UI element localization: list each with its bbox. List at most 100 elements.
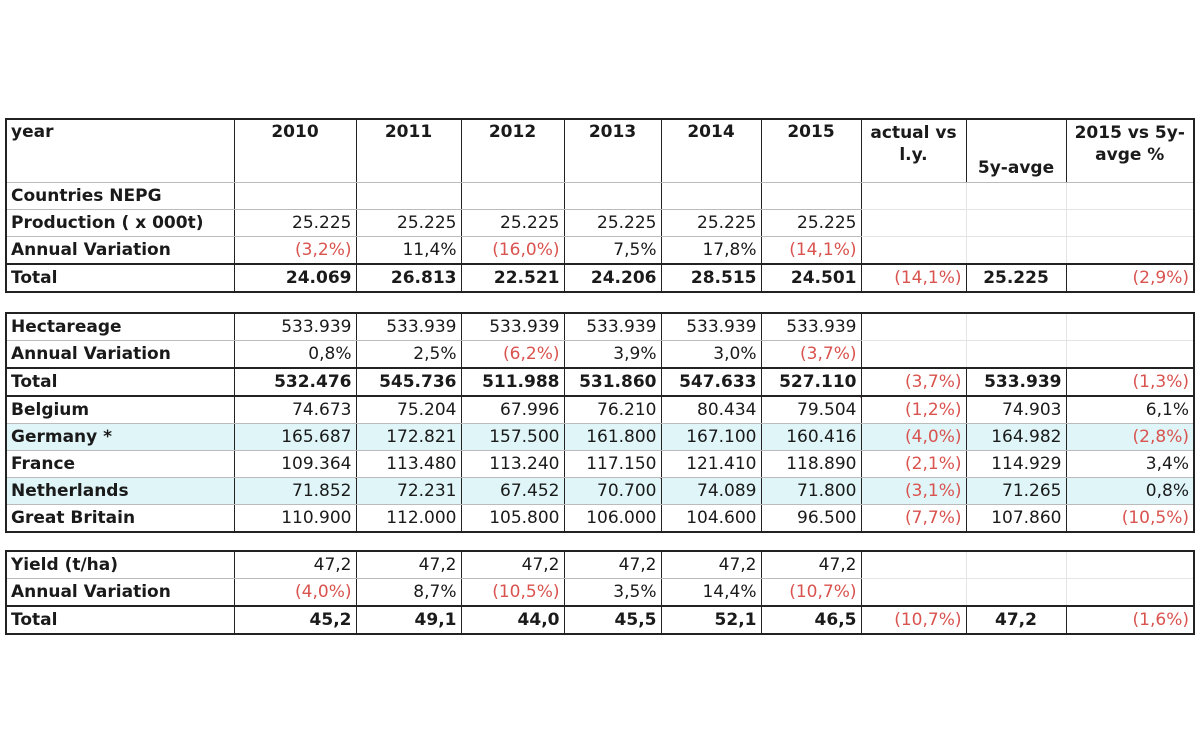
- cell-value: 47,2: [760, 550, 862, 579]
- cell-value: 531.860: [563, 367, 662, 397]
- row-label: Belgium: [5, 395, 235, 424]
- cell-value: 121.410: [660, 450, 762, 478]
- cell-value: 26.813: [355, 263, 462, 293]
- cell-value: 165.687: [233, 423, 357, 451]
- cell-value: 3,0%: [660, 340, 762, 369]
- cell-value: 49,1: [355, 605, 462, 635]
- header-2015-vs-5y: 2015 vs 5y-avge %: [1065, 118, 1195, 183]
- cell-value: 46,5: [760, 605, 862, 635]
- header-2015-vs-5y-line2: avge %: [1095, 145, 1165, 165]
- cell-actual-vs-ly: (14,1%): [860, 263, 967, 293]
- cell-value: 25.225: [355, 209, 462, 237]
- cell-value: 76.210: [563, 395, 662, 424]
- row-label: Hectareage: [5, 312, 235, 341]
- table-row-hectareage: Hectareage 533.939 533.939 533.939 533.9…: [5, 312, 1195, 341]
- cell-value: 161.800: [563, 423, 662, 451]
- cell-5y-avg: 74.903: [965, 395, 1067, 424]
- cell-value: 24.069: [233, 263, 357, 293]
- cell-value: 112.000: [355, 504, 462, 533]
- row-label: Annual Variation: [5, 340, 235, 369]
- cell-value: 533.939: [460, 312, 565, 341]
- cell-value: (6,2%): [460, 340, 565, 369]
- cell-value: 547.633: [660, 367, 762, 397]
- cell-value: 28.515: [660, 263, 762, 293]
- cell-value: 47,2: [563, 550, 662, 579]
- row-label: Total: [5, 605, 235, 635]
- row-label: Annual Variation: [5, 236, 235, 265]
- cell-value: 0,8%: [233, 340, 357, 369]
- cell-value: 532.476: [233, 367, 357, 397]
- cell-value: 533.939: [355, 312, 462, 341]
- cell-value: 109.364: [233, 450, 357, 478]
- cell-5y-avg: 107.860: [965, 504, 1067, 533]
- yield-table: Yield (t/ha) 47,2 47,2 47,2 47,2 47,2 47…: [5, 550, 1195, 635]
- cell-value: 74.089: [660, 477, 762, 505]
- cell-value: 511.988: [460, 367, 565, 397]
- cell-value: 45,5: [563, 605, 662, 635]
- cell-value-with-comment-marker[interactable]: 70.700: [563, 477, 662, 505]
- cell-value: 67.996: [460, 395, 565, 424]
- cell-value: 74.673: [233, 395, 357, 424]
- table-row-yield-total: Total 45,2 49,1 44,0 45,5 52,1 46,5 (10,…: [5, 605, 1195, 635]
- row-label: Great Britain: [5, 504, 235, 533]
- table-row-production-total: Total 24.069 26.813 22.521 24.206 28.515…: [5, 263, 1195, 293]
- cell-value: 96.500: [760, 504, 862, 533]
- table-row-netherlands: Netherlands 71.852 72.231 67.452 70.700 …: [5, 477, 1195, 505]
- cell-value: 72.231: [355, 477, 462, 505]
- cell-value-with-comment-marker[interactable]: 71.852: [233, 477, 357, 505]
- cell-5y-avg: 114.929: [965, 450, 1067, 478]
- header-year-label: year: [5, 118, 235, 183]
- cell-value: 45,2: [233, 605, 357, 635]
- cell-value: 22.521: [460, 263, 565, 293]
- cell-value-with-comment-marker[interactable]: 79.504: [760, 395, 862, 424]
- cell-vs-5y: (2,9%): [1065, 263, 1195, 293]
- table-row-production-variation: Annual Variation (3,2%) 11,4% (16,0%) 7,…: [5, 236, 1195, 265]
- cell-value: 117.150: [563, 450, 662, 478]
- cell-value: 533.939: [760, 312, 862, 341]
- cell-actual-vs-ly: (3,1%): [860, 477, 967, 505]
- cell-value: 3,5%: [563, 578, 662, 607]
- cell-5y-avg: 533.939: [965, 367, 1067, 397]
- cell-vs-5y: (2,8%): [1065, 423, 1195, 451]
- table-row-germany: Germany * 165.687 172.821 157.500 161.80…: [5, 423, 1195, 451]
- cell-value: (4,0%): [233, 578, 357, 607]
- cell-value: 47,2: [233, 550, 357, 579]
- cell-value: 24.206: [563, 263, 662, 293]
- cell-vs-5y: 6,1%: [1065, 395, 1195, 424]
- cell-actual-vs-ly: (7,7%): [860, 504, 967, 533]
- header-actual-vs-ly: actual vs l.y.: [860, 118, 967, 183]
- row-label: Annual Variation: [5, 578, 235, 607]
- cell-value: 157.500: [460, 423, 565, 451]
- cell-value: (14,1%): [760, 236, 862, 265]
- cell-value: 11,4%: [355, 236, 462, 265]
- cell-vs-5y: 3,4%: [1065, 450, 1195, 478]
- cell-value: 25.225: [660, 209, 762, 237]
- cell-value: 8,7%: [355, 578, 462, 607]
- table-row-hectareage-total: Total 532.476 545.736 511.988 531.860 54…: [5, 367, 1195, 397]
- cell-value: 14,4%: [660, 578, 762, 607]
- table-row-yield: Yield (t/ha) 47,2 47,2 47,2 47,2 47,2 47…: [5, 550, 1195, 579]
- cell-value: 105.800: [460, 504, 565, 533]
- table-row-production: Production ( x 000t) 25.225 25.225 25.22…: [5, 209, 1195, 237]
- header-year-2011: 2011: [355, 118, 462, 183]
- cell-value: (3,7%): [760, 340, 862, 369]
- section-label: Countries NEPG: [5, 182, 235, 210]
- row-label: Production ( x 000t): [5, 209, 235, 237]
- cell-value: 25.225: [233, 209, 357, 237]
- cell-value: (16,0%): [460, 236, 565, 265]
- cell-value: 71.800: [760, 477, 862, 505]
- cell-value: 172.821: [355, 423, 462, 451]
- cell-vs-5y: (1,3%): [1065, 367, 1195, 397]
- header-year-2012: 2012: [460, 118, 565, 183]
- cell-value: 25.225: [563, 209, 662, 237]
- cell-value: 80.434: [660, 395, 762, 424]
- cell-5y-avg: 25.225: [965, 263, 1067, 293]
- cell-value: 118.890: [760, 450, 862, 478]
- row-label: France: [5, 450, 235, 478]
- table-row-hectareage-variation: Annual Variation 0,8% 2,5% (6,2%) 3,9% 3…: [5, 340, 1195, 369]
- cell-value: 17,8%: [660, 236, 762, 265]
- cell-vs-5y: (10,5%): [1065, 504, 1195, 533]
- header-year-2010: 2010: [233, 118, 357, 183]
- cell-actual-vs-ly: (1,2%): [860, 395, 967, 424]
- cell-value: (10,7%): [760, 578, 862, 607]
